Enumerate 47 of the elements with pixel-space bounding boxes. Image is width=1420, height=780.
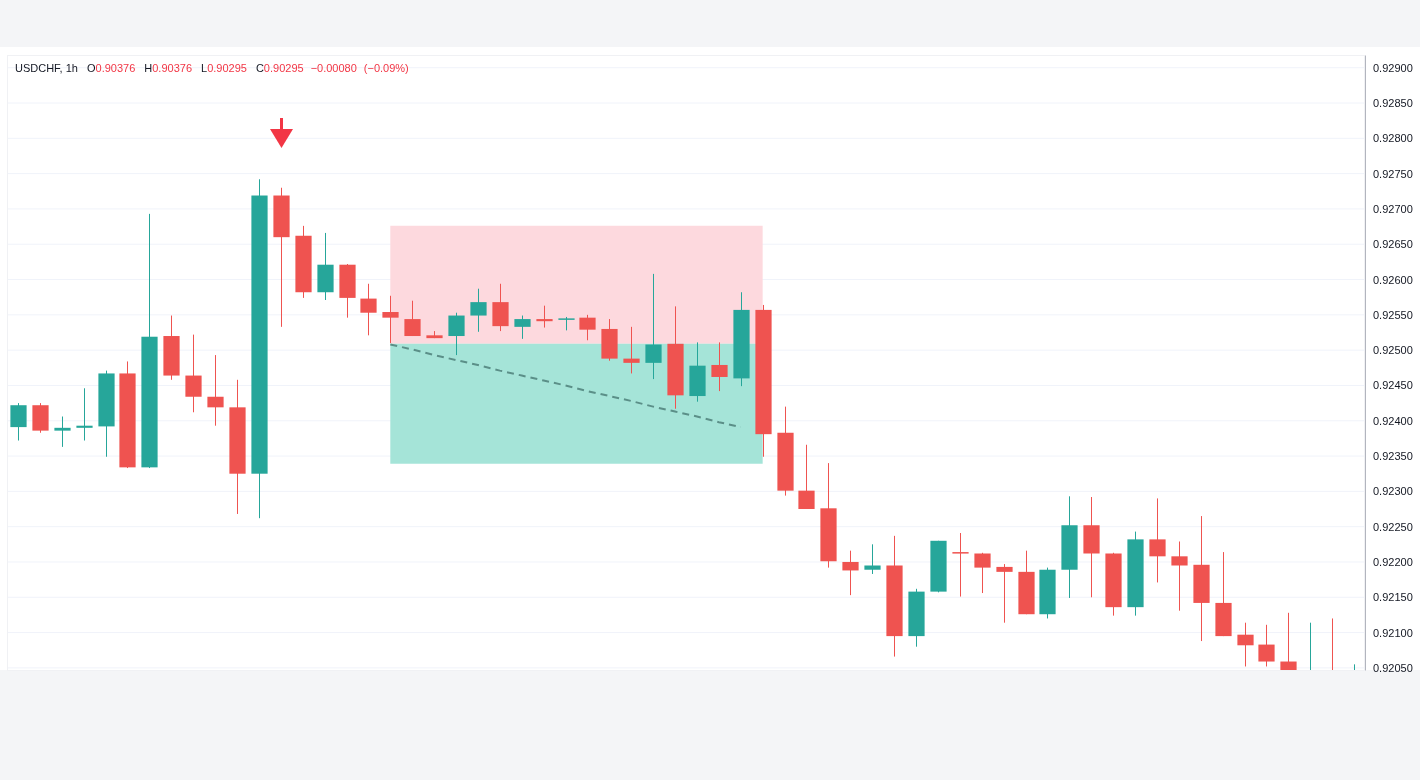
candlestick [952,532,969,598]
candlestick [10,402,27,442]
y-tick-label: 0.92450 [1373,379,1413,392]
candlestick [54,416,71,448]
candlestick [360,283,377,336]
candlestick [536,305,553,329]
y-tick-label: 0.92100 [1373,626,1413,639]
y-tick-label: 0.92400 [1373,414,1413,427]
y-tick-label: 0.92650 [1373,238,1413,251]
candlestick [974,552,991,594]
y-tick-label: 0.92600 [1373,273,1413,286]
candlestick [1258,624,1275,667]
candlestick [996,563,1013,624]
y-tick-label: 0.92200 [1373,555,1413,568]
candlestick [864,543,881,575]
candlestick [1237,622,1254,667]
candlestick [207,354,224,427]
candlestick [185,334,202,413]
y-tick-label: 0.92300 [1373,485,1413,498]
candlestick [798,444,815,510]
candlestick [76,387,93,442]
y-tick-label: 0.92050 [1373,661,1413,674]
candlestick [470,288,487,333]
y-tick-label: 0.92550 [1373,308,1413,321]
candlestick [448,312,465,356]
candlestick [711,341,728,392]
y-tick-label: 0.92350 [1373,450,1413,463]
candlestick [623,326,640,374]
y-tick-label: 0.92250 [1373,520,1413,533]
y-tick-label: 0.92750 [1373,167,1413,180]
candlestick [514,315,531,340]
candlestick [645,273,662,380]
y-tick-label: 0.92800 [1373,132,1413,145]
candlestick [1171,540,1188,612]
candlestick [1280,612,1297,670]
y-tick-label: 0.92500 [1373,344,1413,357]
y-tick-label: 0.92850 [1373,97,1413,110]
text: O0.90376 H0.90376 L0.90295 C0.90295 −0.00080 (−0.09%) [86,62,409,74]
candlestick [579,314,596,341]
y-tick-label: 0.92900 [1373,61,1413,74]
text: USDCHF, 1h [15,62,78,74]
y-tick-label: 0.92150 [1373,591,1413,604]
candlestick [382,295,399,344]
y-tick-label: 0.92700 [1373,202,1413,215]
candlestick [1149,497,1166,583]
candlestick [842,550,859,596]
candlestick [404,300,421,337]
